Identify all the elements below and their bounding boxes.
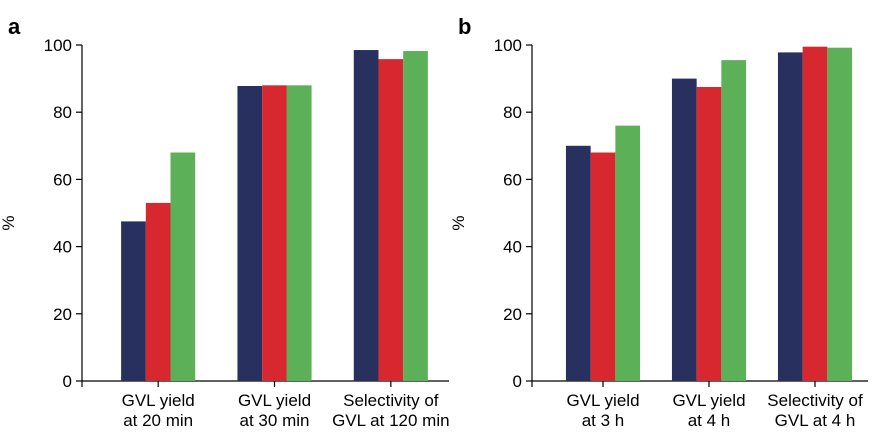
bar (615, 125, 641, 381)
x-tick-label: Selectivity of (767, 391, 863, 410)
bar (262, 85, 287, 381)
x-tick-label: at 30 min (240, 411, 310, 428)
x-tick-label: GVL yield (672, 391, 745, 410)
bar (827, 47, 853, 382)
bar (590, 152, 616, 381)
x-tick-label: GVL yield (122, 391, 195, 410)
panel-a-label: a (8, 14, 21, 39)
x-tick-label: at 20 min (123, 411, 193, 428)
bar (721, 60, 747, 382)
panel-b-label: b (458, 14, 471, 39)
x-tick-label: at 3 h (582, 411, 625, 428)
y-tick-label: 60 (503, 170, 522, 189)
y-tick-label: 0 (513, 372, 522, 391)
bar (121, 221, 146, 381)
y-tick-label: 100 (44, 36, 72, 55)
bar (671, 78, 697, 381)
y-tick-label: 60 (53, 170, 72, 189)
x-tick-label: at 4 h (688, 411, 731, 428)
bar (403, 51, 428, 381)
y-tick-label: 80 (53, 103, 72, 122)
bar (353, 50, 379, 381)
y-tick-label: 0 (63, 372, 72, 391)
x-tick-label: GVL at 4 h (775, 411, 856, 428)
bar (145, 202, 171, 381)
y-tick-label: 80 (503, 103, 522, 122)
y-tick-label: 20 (503, 305, 522, 324)
bar (286, 85, 312, 381)
y-tick-label: 20 (53, 305, 72, 324)
y-tick-label: 100 (494, 36, 522, 55)
bar (170, 152, 196, 381)
bar (696, 87, 722, 381)
x-tick-label: GVL yield (566, 391, 639, 410)
y-axis-label: % (449, 215, 468, 230)
x-tick-label: GVL at 120 min (332, 411, 450, 428)
y-tick-label: 40 (53, 238, 72, 257)
bar (777, 52, 803, 381)
bar (237, 85, 263, 381)
x-tick-label: GVL yield (238, 391, 311, 410)
y-tick-label: 40 (503, 238, 522, 257)
y-axis-label: % (0, 215, 18, 230)
bar (378, 59, 404, 381)
bar (802, 46, 828, 382)
x-tick-label: Selectivity of (343, 391, 439, 410)
bar (565, 145, 591, 381)
